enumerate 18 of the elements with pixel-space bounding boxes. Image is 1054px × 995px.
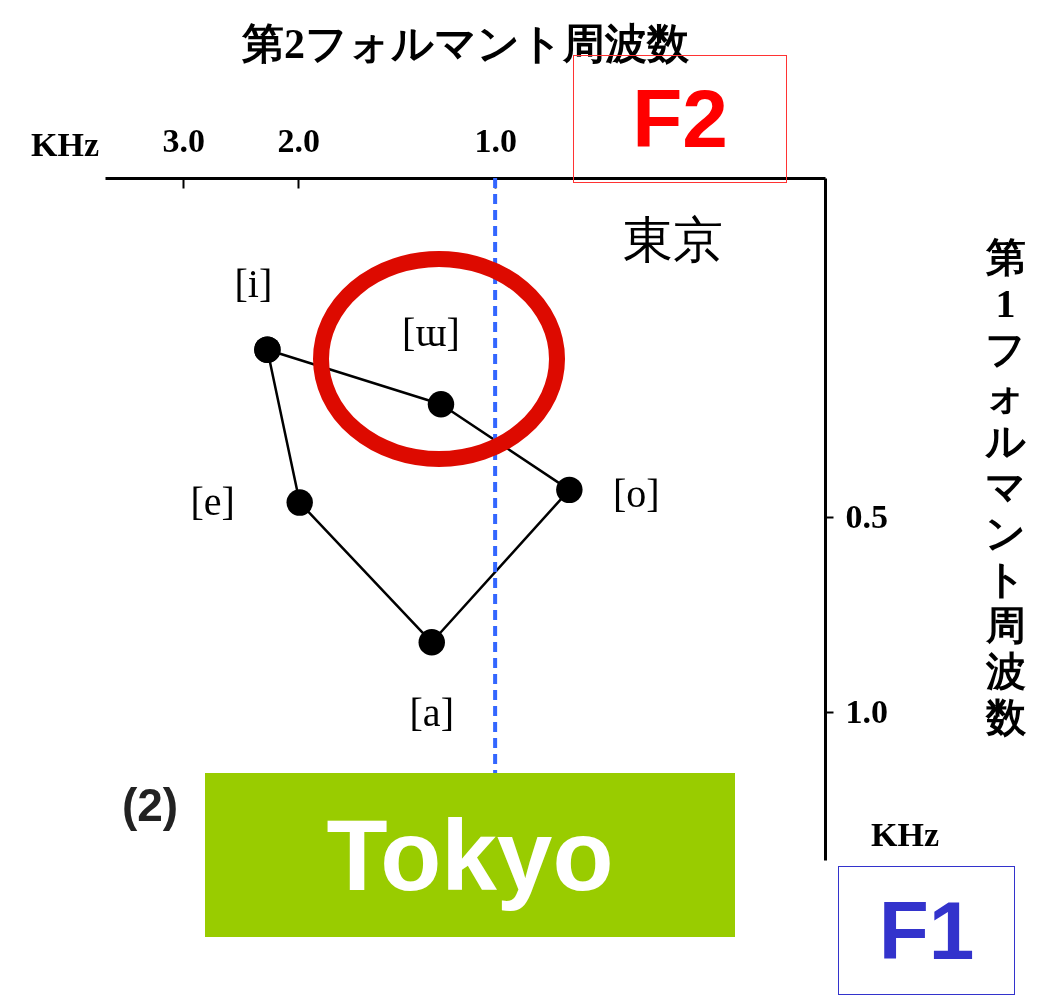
y-tick-label: 0.5 [845, 497, 888, 535]
text: 第1フォルマント周波数 [985, 234, 1026, 740]
x-tick-label: 3.0 [162, 121, 205, 159]
x-tick-label: 2.0 [277, 121, 321, 159]
annotation: 東京 [621, 210, 724, 270]
text: F1 [838, 866, 1015, 995]
annotation: [e] [190, 478, 235, 524]
annotation: [a] [409, 690, 454, 736]
text: F2 [632, 73, 728, 164]
x-tick-label: 1.0 [474, 121, 517, 159]
annotation: (2) [120, 778, 180, 833]
annotation: [i] [234, 260, 273, 306]
annotation: [o] [613, 470, 660, 516]
x-axis-title: 第2フォルマント周波数 [241, 20, 690, 67]
annotation: Tokyo [205, 773, 735, 937]
text: KHz [870, 815, 940, 855]
text: KHz [30, 125, 100, 165]
annotation: [ɯ] [402, 310, 460, 356]
